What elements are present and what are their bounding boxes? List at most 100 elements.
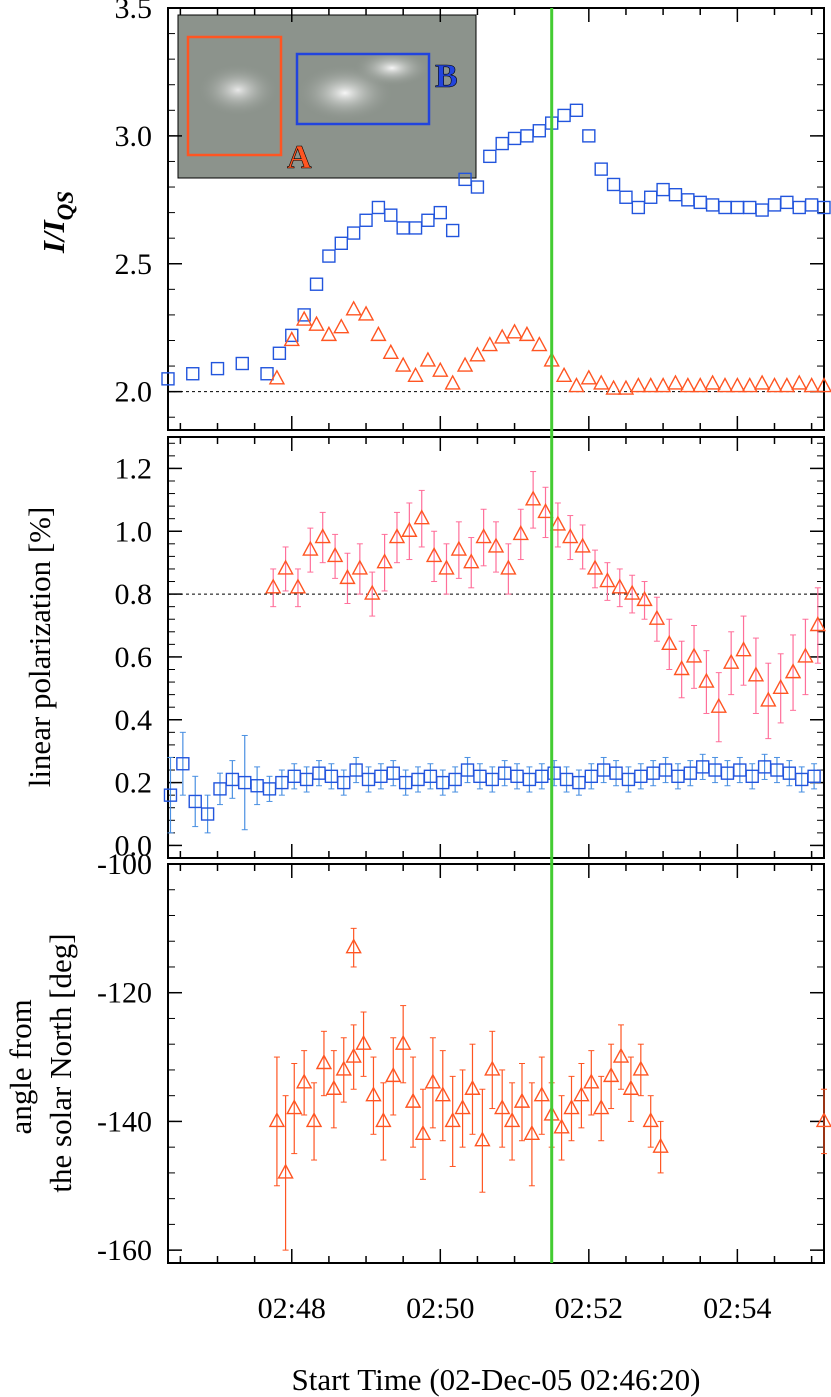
data-point-square [520,129,534,143]
data-point-square [186,367,200,381]
bottom-panel: angle from the solar North [deg] Start T… [3,863,825,1397]
data-point-square [163,788,178,802]
data-point-square [631,200,646,215]
bottom-panel-x-label: Start Time (02-Dec-05 02:46:20) [292,1362,701,1397]
data-point-square [817,200,831,215]
data-point-triangle [305,1111,323,1128]
data-point-triangle [355,1034,372,1050]
y-tick-label: 0.6 [115,641,153,674]
top-y-label-main: I/I [36,219,71,254]
x-tick-label: 02:50 [406,1292,474,1325]
data-point-triangle [741,377,758,393]
data-point-triangle [533,1086,550,1102]
data-point-triangle [586,559,604,575]
data-point-square [213,782,227,796]
data-point-square [188,794,202,809]
data-point-triangle [265,578,282,594]
inset-box-a [186,35,283,157]
data-point-square [396,221,410,235]
data-point-triangle [481,336,498,352]
top-panel-y-label: I/IQS [36,191,78,254]
y-tick-label: 0.2 [115,767,153,800]
data-point-triangle [401,521,418,537]
inset-label-b: B [435,58,458,95]
data-point-square [176,757,190,771]
data-point-triangle [277,559,294,575]
data-point-square [285,328,299,343]
data-point-square [408,221,423,235]
data-point-triangle [444,1111,461,1128]
data-point-triangle [636,590,653,607]
data-point-triangle [778,377,796,393]
data-layer [161,103,831,1251]
data-point-triangle [531,336,548,352]
data-point-triangle [375,1111,392,1128]
data-point-square [297,308,311,322]
data-point-square [668,188,683,202]
data-point-square [693,195,707,210]
x-tick-label: 02:48 [258,1292,326,1325]
y-tick-label: -100 [97,848,152,881]
data-point-triangle [345,938,362,954]
data-point-triangle [710,697,727,713]
data-point-square [582,129,596,143]
data-point-square [386,766,400,780]
middle-panel-frame [167,436,825,859]
bottom-y-label-line2: the solar North [deg] [43,933,78,1192]
data-point-triangle [438,559,455,575]
data-point-square [210,361,225,376]
data-point-triangle [335,1060,352,1076]
data-point-square [619,190,633,204]
data-point-triangle [797,647,814,663]
data-point-triangle [568,377,585,393]
data-point-triangle [268,369,286,385]
data-point-triangle [345,300,362,316]
data-point-square [792,200,806,215]
data-point-square [780,195,794,210]
data-point-triangle [747,666,765,682]
data-point-square [755,203,769,217]
data-point-triangle [424,1073,442,1089]
data-point-triangle [302,540,319,556]
data-point-square [349,763,363,777]
data-point-triangle [345,1047,362,1063]
bottom-panel-y-label: angle from the solar North [deg] [3,933,78,1192]
data-point-triangle [815,377,831,393]
data-point-triangle [382,343,399,359]
top-panel-frame [167,7,825,431]
data-point-triangle [583,1073,600,1089]
data-point-triangle [333,318,350,334]
y-tick-label: 1.0 [115,515,153,548]
data-point-triangle [617,379,635,395]
data-point-square [743,200,757,215]
data-point-square [200,807,215,821]
inset-bright-region-b2 [354,50,430,86]
bottom-y-label-line1: angle from [3,999,38,1134]
data-point-triangle [419,351,437,367]
data-point-triangle [308,315,325,331]
data-point-triangle [623,584,641,600]
data-point-triangle [605,379,622,395]
data-point-triangle [599,572,616,588]
bottom-panel-frame [167,863,825,1264]
data-point-triangle [364,584,381,600]
data-point-triangle [766,377,783,393]
data-point-triangle [735,641,752,657]
data-point-triangle [809,616,826,632]
y-tick-label: 2.0 [115,376,153,409]
data-point-square [445,223,460,238]
data-point-square [359,213,373,227]
data-point-triangle [277,1163,294,1179]
y-tick-label: 3.0 [115,120,153,153]
tick-layer: 02:48 02:50 02:52 02:54 3.5 3.0 2.5 2.0 1.2 1.0 0.… [97,0,824,1325]
data-point-triangle [815,1111,831,1128]
x-tick-label: 02:54 [703,1292,771,1325]
data-point-triangle [667,374,684,390]
data-point-triangle [772,678,789,695]
data-point-triangle [484,1060,501,1076]
data-point-triangle [456,356,474,372]
data-point-triangle [593,1099,610,1115]
y-tick-label: 3.5 [115,0,153,25]
data-point-square [495,136,509,151]
data-point-triangle [679,377,697,393]
